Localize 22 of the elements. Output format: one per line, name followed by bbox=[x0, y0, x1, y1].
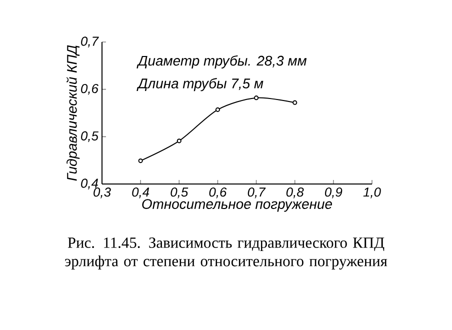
annotation: Диаметр трубы. 28,3 мм bbox=[136, 55, 307, 68]
y-tick-label: 0,6 bbox=[81, 84, 98, 95]
x-tick-label: 0,9 bbox=[324, 188, 342, 198]
x-tick-label: 1,0 bbox=[363, 188, 381, 198]
text: Рис. 11.45. Зависимость гидравлического КПД эрлифта от степени относительного погружения bbox=[65, 238, 388, 270]
y-axis-title: Гидравлический КПД bbox=[66, 45, 80, 181]
y-tick-label: 0,4 bbox=[81, 178, 98, 190]
x-tick-label: 0,5 bbox=[170, 188, 188, 198]
point bbox=[254, 96, 259, 100]
x-tick-label: 0,8 bbox=[286, 188, 304, 198]
y-tick-label: 0,5 bbox=[81, 131, 99, 142]
point bbox=[176, 138, 182, 144]
point bbox=[292, 100, 298, 105]
point bbox=[138, 158, 143, 164]
x-tick-label: 0,7 bbox=[248, 188, 266, 198]
point bbox=[215, 107, 220, 112]
annotation: Длина трубы 7,5 м bbox=[136, 78, 264, 92]
x-tick-label: 0,3 bbox=[94, 188, 111, 198]
x-tick-label: 0,6 bbox=[209, 188, 227, 198]
x-tick-label: 0,4 bbox=[132, 188, 150, 198]
x-axis-title: Относительное погружение bbox=[142, 199, 332, 212]
y-tick-label: 0,7 bbox=[81, 36, 99, 48]
